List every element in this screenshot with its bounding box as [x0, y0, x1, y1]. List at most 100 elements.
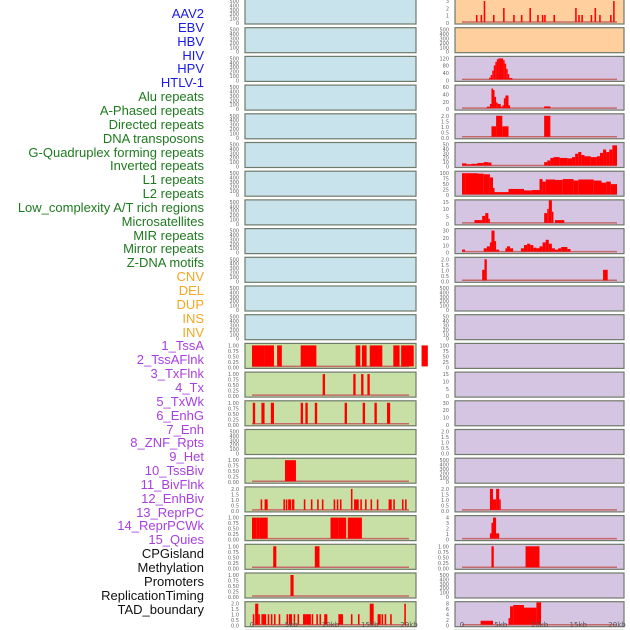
bar: [559, 157, 568, 166]
bar: [365, 499, 367, 510]
y-tick-label: 0.00: [228, 566, 239, 572]
bar: [390, 614, 392, 625]
bar: [255, 603, 259, 625]
bar: [330, 517, 339, 539]
bar: [482, 215, 486, 223]
bar: [590, 15, 593, 22]
track-label: CPGisland: [141, 546, 204, 562]
bar: [581, 155, 585, 166]
y-tick-label: 100: [229, 246, 239, 252]
y-tick-label: 0: [446, 538, 449, 544]
track-label: 15_Quies: [148, 532, 204, 548]
y-tick-label: 2: [446, 6, 449, 12]
bar: [490, 75, 493, 80]
y-tick-label: 400: [229, 61, 239, 67]
y-tick-label: 1.0: [441, 268, 449, 274]
y-tick-label: 40: [443, 92, 449, 98]
y-tick-label: 6: [446, 607, 449, 613]
y-tick-label: 1.00: [228, 516, 239, 522]
bar: [252, 345, 265, 367]
bar: [483, 248, 487, 252]
bar: [317, 499, 319, 510]
y-tick-label: 400: [229, 147, 239, 153]
bar: [260, 499, 263, 510]
track-label: DUP: [176, 296, 204, 312]
bar: [529, 8, 531, 22]
y-tick-label: 300: [229, 237, 239, 243]
bar: [509, 78, 513, 80]
track-label: 14_ReprPCWk: [117, 518, 204, 534]
bar: [477, 162, 484, 166]
bar: [393, 345, 400, 367]
bar: [360, 499, 362, 510]
bar: [525, 546, 540, 568]
y-tick-label: 0.75: [228, 378, 239, 384]
y-tick-label: 8: [446, 602, 449, 608]
y-tick-label: 200: [229, 98, 239, 104]
panel-right: [454, 572, 625, 599]
y-tick-label: 2.0: [441, 430, 449, 436]
panel-left: [244, 0, 417, 25]
y-tick-label: 1.5: [231, 492, 239, 498]
panel-left: [244, 601, 417, 628]
bar: [613, 1, 615, 22]
y-tick-label: 0: [446, 251, 449, 257]
y-tick-label: 1.5: [231, 607, 239, 613]
y-tick-label: 0.50: [228, 354, 239, 360]
bar: [283, 499, 285, 510]
bar: [484, 259, 487, 281]
y-tick-label: 20: [443, 156, 449, 162]
bar: [494, 192, 509, 195]
bar: [544, 162, 548, 166]
bar: [267, 614, 270, 625]
bar: [610, 184, 617, 195]
bar: [483, 174, 490, 195]
panel-right: [454, 113, 625, 140]
y-tick-label: 300: [229, 8, 239, 14]
y-tick-label: 0: [446, 337, 449, 343]
bar: [491, 88, 493, 109]
panel-right: [454, 314, 625, 341]
y-tick-label: 20: [443, 328, 449, 334]
y-tick-label: 0.0: [441, 509, 449, 515]
y-tick-label: 500: [229, 0, 239, 5]
y-tick-label: 15: [443, 372, 449, 378]
bar: [361, 374, 364, 396]
bar: [508, 188, 524, 195]
bar: [542, 242, 546, 252]
bar: [362, 402, 366, 424]
y-tick-label: 300: [229, 438, 239, 444]
bar: [491, 522, 493, 539]
bar: [503, 60, 505, 80]
bar: [483, 162, 489, 166]
y-tick-label: 400: [439, 577, 449, 583]
y-tick-label: 4: [446, 613, 449, 619]
bar: [542, 181, 546, 195]
panel-right: [454, 0, 625, 25]
bar: [286, 614, 289, 625]
bar: [551, 211, 554, 223]
y-tick-label: 0.0: [231, 624, 239, 630]
y-tick-label: 0.0: [441, 136, 449, 142]
bar: [262, 517, 268, 539]
y-tick-label: 1.00: [228, 573, 239, 579]
bar: [350, 488, 353, 510]
y-tick-label: 0.00: [228, 538, 239, 544]
bar: [513, 605, 524, 625]
bar: [493, 499, 497, 510]
y-tick-label: 0.50: [228, 584, 239, 590]
y-tick-label: 0.00: [228, 480, 239, 486]
bar: [520, 248, 524, 252]
bar: [322, 374, 326, 396]
y-tick-label: 300: [229, 151, 239, 157]
bar: [550, 157, 554, 166]
y-tick-label: 500: [439, 573, 449, 579]
y-tick-label: 1.00: [438, 544, 449, 550]
panel-left: [244, 543, 417, 570]
bar: [612, 145, 617, 166]
bar: [601, 182, 607, 195]
bar: [488, 218, 490, 223]
bar: [290, 575, 294, 596]
y-tick-label: 0.50: [228, 555, 239, 561]
